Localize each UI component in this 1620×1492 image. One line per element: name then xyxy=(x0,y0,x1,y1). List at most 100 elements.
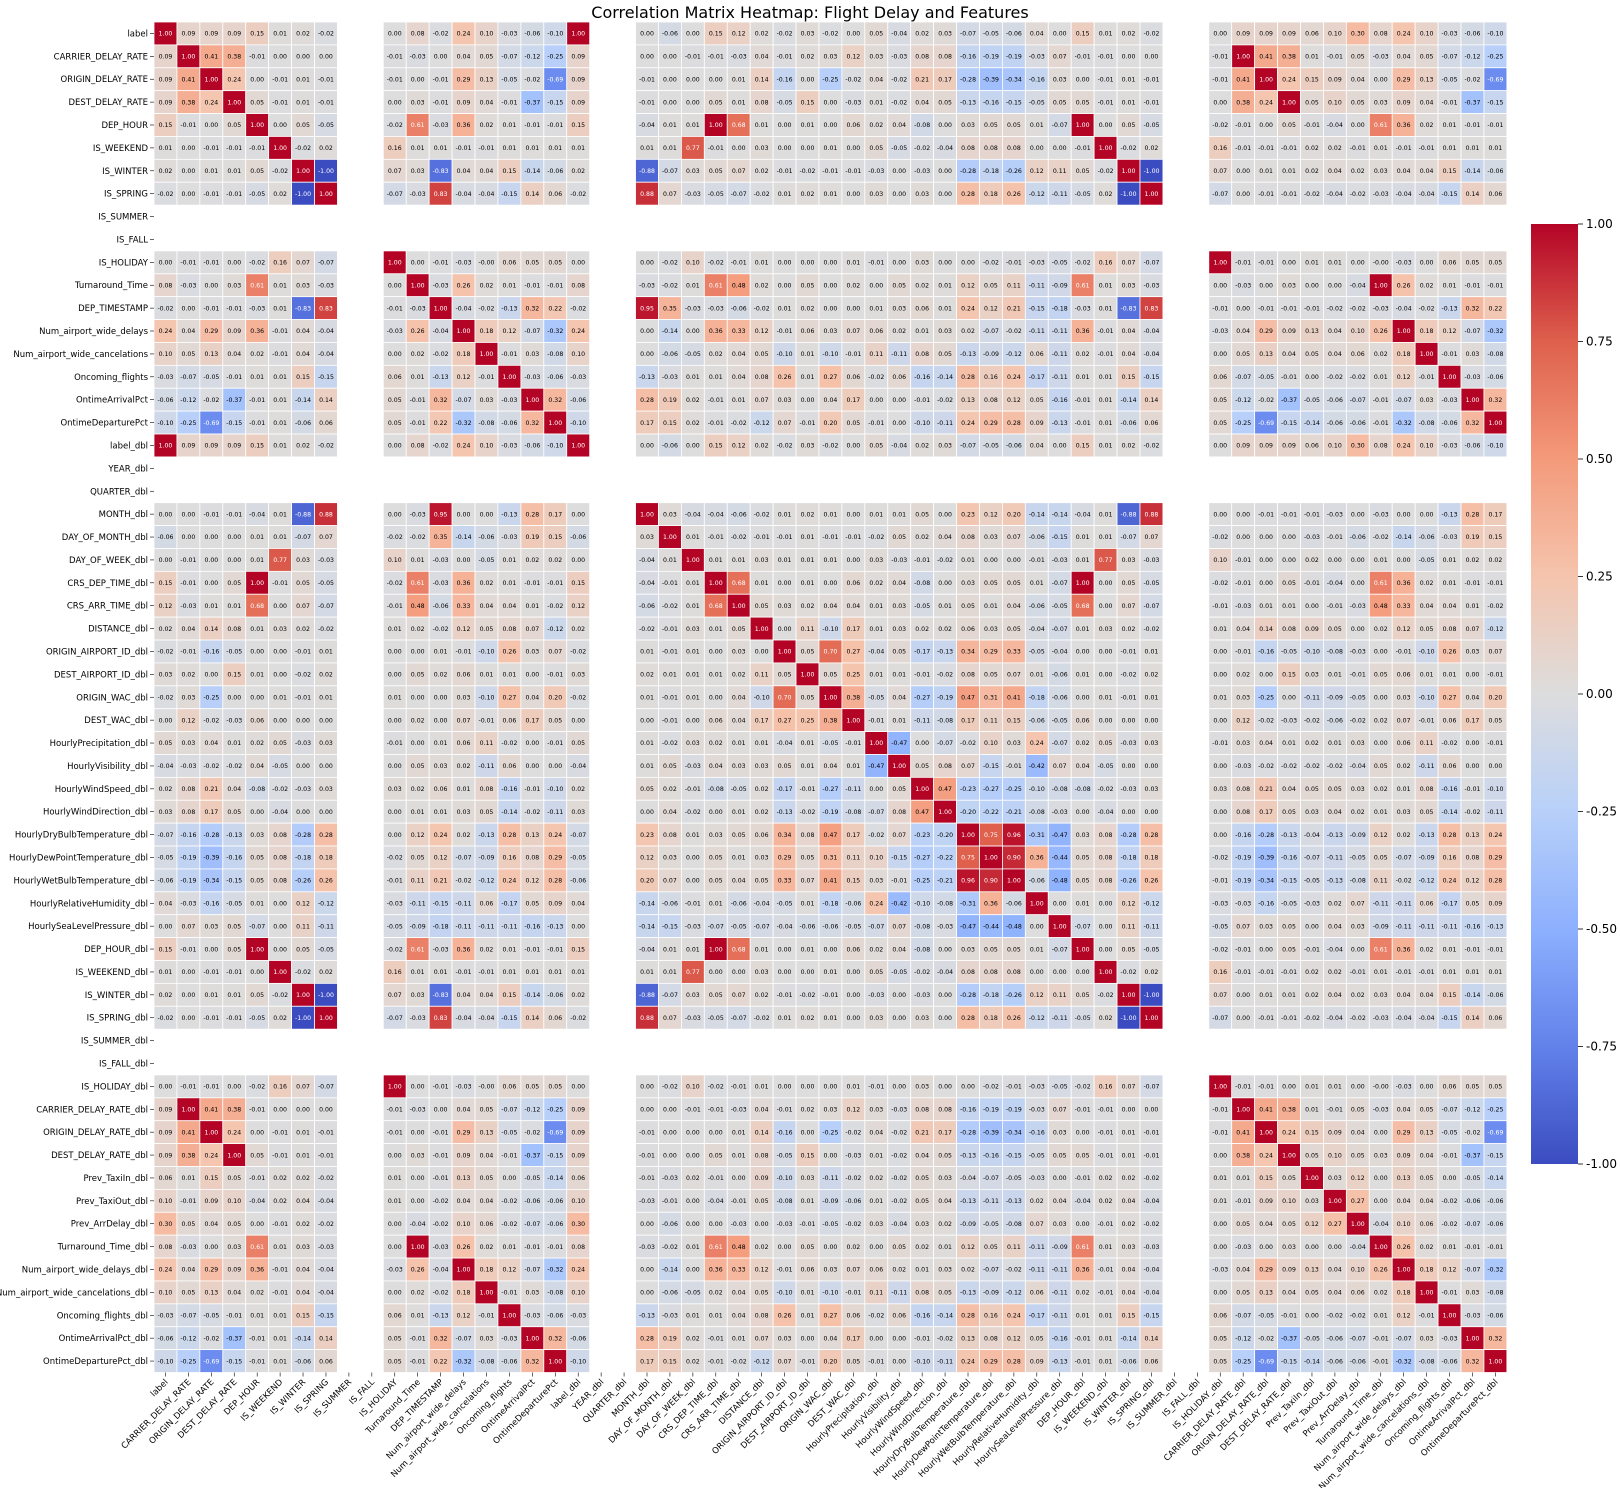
cell-value-label: -0.01 xyxy=(799,1221,815,1228)
cell-value-label: 0.01 xyxy=(388,626,402,633)
cell-value-label: 0.00 xyxy=(640,809,654,816)
cell-value-label: 0.03 xyxy=(480,397,494,404)
cell-value-label: 0.02 xyxy=(480,580,494,587)
cell-value-label: -0.01 xyxy=(914,397,930,404)
cell-value-label: 0.00 xyxy=(571,923,585,930)
cell-value-label: 0.70 xyxy=(824,649,838,656)
cell-value-label: -0.01 xyxy=(387,878,403,885)
cell-value-label: 0.03 xyxy=(319,740,333,747)
cell-value-label: 0.09 xyxy=(548,900,562,907)
cell-value-label: -0.03 xyxy=(1281,717,1297,724)
cell-value-label: 0.00 xyxy=(411,260,425,267)
cell-value-label: 0.21 xyxy=(434,878,448,885)
cell-value-label: 0.88 xyxy=(640,191,654,198)
cell-value-label: -0.34 xyxy=(1006,1129,1022,1136)
cell-value-label: 0.01 xyxy=(869,1198,883,1205)
cell-value-label: 0.01 xyxy=(732,397,746,404)
cell-value-label: -0.01 xyxy=(501,1152,517,1159)
cell-value-label: -0.02 xyxy=(410,534,426,541)
cell-value-label: 0.02 xyxy=(457,832,471,839)
cell-value-label: -0.10 xyxy=(1304,649,1320,656)
cell-value-label: -0.06 xyxy=(1442,420,1458,427)
cell-value-label: 0.00 xyxy=(434,717,448,724)
cell-value-label: 0.05 xyxy=(388,420,402,427)
cell-value-label: -0.26 xyxy=(1006,992,1022,999)
cell-value-label: -0.02 xyxy=(433,443,449,450)
cell-value-label: -0.04 xyxy=(754,900,770,907)
cell-value-label: -0.01 xyxy=(1419,717,1435,724)
cell-value-label: 0.08 xyxy=(961,145,975,152)
cell-value-label: 0.00 xyxy=(182,992,196,999)
cell-value-label: 0.02 xyxy=(1351,168,1365,175)
cell-value-label: 0.15 xyxy=(709,31,723,38)
cell-value-label: 0.00 xyxy=(892,191,906,198)
cell-value-label: 0.11 xyxy=(984,717,998,724)
cell-value-label: -0.12 xyxy=(180,397,196,404)
cell-value-label: 0.01 xyxy=(1305,1106,1319,1113)
cell-value-label: -0.12 xyxy=(478,878,494,885)
cell-value-label: 0.16 xyxy=(503,855,517,862)
cell-value-label: 0.12 xyxy=(984,305,998,312)
cell-value-label: -0.13 xyxy=(547,923,563,930)
cell-value-label: -0.03 xyxy=(1029,1106,1045,1113)
cell-value-label: 1.00 xyxy=(1420,351,1434,358)
cell-value-label: 0.00 xyxy=(640,54,654,61)
cell-value-label: -0.01 xyxy=(272,580,288,587)
cell-value-label: 0.12 xyxy=(984,511,998,518)
cell-value-label: 0.04 xyxy=(503,603,517,610)
cell-value-label: -0.06 xyxy=(547,992,563,999)
cell-value-label: 0.47 xyxy=(938,786,952,793)
cell-value-label: -0.02 xyxy=(1304,1015,1320,1022)
cell-value-label: -0.02 xyxy=(1350,305,1366,312)
cell-value-label: 0.00 xyxy=(869,397,883,404)
cell-value-label: 0.02 xyxy=(915,31,929,38)
cell-value-label: 0.05 xyxy=(273,740,287,747)
cell-value-label: -0.16 xyxy=(1029,1129,1045,1136)
cell-value-label: -0.04 xyxy=(1327,191,1343,198)
cell-value-label: 0.00 xyxy=(1213,351,1227,358)
cell-value-label: 0.11 xyxy=(846,855,860,862)
cell-value-label: 0.02 xyxy=(732,672,746,679)
cell-value-label: 0.01 xyxy=(755,740,769,747)
cell-value-label: -0.01 xyxy=(662,694,678,701)
cell-value-label: -0.01 xyxy=(662,1198,678,1205)
cell-value-label: -0.07 xyxy=(1350,397,1366,404)
cell-value-label: -0.01 xyxy=(203,191,219,198)
cell-value-label: 0.08 xyxy=(755,1152,769,1159)
cell-value-label: -0.10 xyxy=(547,31,563,38)
cell-value-label: 0.04 xyxy=(824,397,838,404)
cell-value-label: 0.00 xyxy=(1351,260,1365,267)
cell-value-label: 0.13 xyxy=(480,76,494,83)
cell-value-label: 0.06 xyxy=(319,420,333,427)
cell-value-label: -0.03 xyxy=(1373,1106,1389,1113)
cell-value-label: -0.32 xyxy=(456,420,472,427)
cell-value-label: -0.08 xyxy=(547,351,563,358)
cell-value-label: 0.00 xyxy=(892,1084,906,1091)
cell-value-label: 0.03 xyxy=(571,672,585,679)
cell-value-label: 0.20 xyxy=(640,878,654,885)
cell-value-label: -0.01 xyxy=(1212,54,1228,61)
cell-value-label: 0.04 xyxy=(1420,168,1434,175)
cell-value-label: -0.16 xyxy=(960,1106,976,1113)
cell-value-label: 0.10 xyxy=(388,557,402,564)
cell-value-label: -0.02 xyxy=(1258,397,1274,404)
cell-value-label: -0.03 xyxy=(410,54,426,61)
cell-value-label: 0.02 xyxy=(273,1198,287,1205)
cell-value-label: -0.04 xyxy=(891,443,907,450)
cell-value-label: -0.07 xyxy=(1235,374,1251,381)
cell-value-label: 0.19 xyxy=(663,397,677,404)
cell-value-label: -0.11 xyxy=(1143,923,1159,930)
cell-value-label: 0.02 xyxy=(1328,145,1342,152)
cell-value-label: -0.02 xyxy=(1098,992,1114,999)
cell-value-label: -0.01 xyxy=(1487,946,1503,953)
cell-value-label: 0.15 xyxy=(801,1152,815,1159)
cell-value-label: -0.69 xyxy=(203,420,219,427)
cell-value-label: 0.00 xyxy=(571,557,585,564)
cell-value-label: -0.01 xyxy=(203,145,219,152)
cell-value-label: 0.00 xyxy=(686,717,700,724)
cell-value-label: -0.05 xyxy=(1006,1175,1022,1182)
cell-value-label: -0.03 xyxy=(226,717,242,724)
cell-value-label: -0.02 xyxy=(662,282,678,289)
cell-value-label: 0.01 xyxy=(1282,740,1296,747)
cell-value-label: 0.14 xyxy=(525,1015,539,1022)
